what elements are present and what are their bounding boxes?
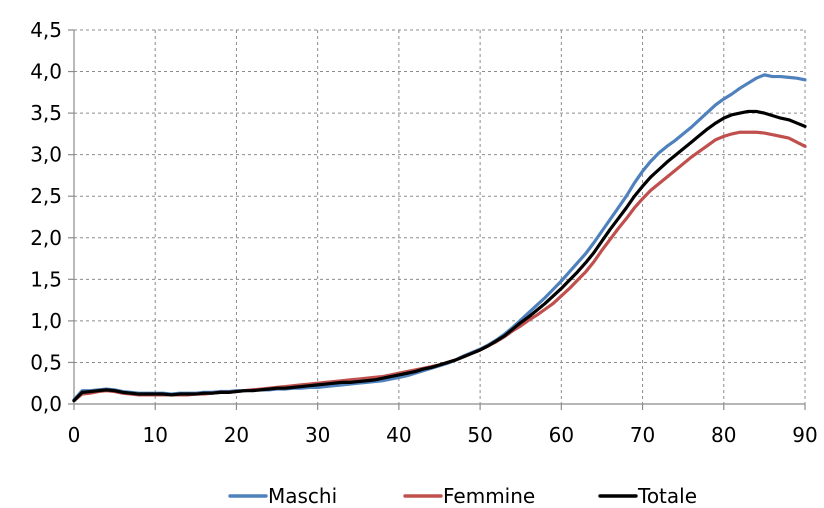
y-tick-label: 2,5 xyxy=(30,184,62,208)
x-tick-label: 60 xyxy=(549,423,574,447)
x-tick-label: 0 xyxy=(68,423,81,447)
x-tick-label: 30 xyxy=(305,423,330,447)
series-lines xyxy=(72,73,807,403)
legend: Maschi Femmine Totale xyxy=(228,484,697,508)
y-tick-label: 3,0 xyxy=(30,143,62,167)
legend-label-maschi: Maschi xyxy=(268,484,337,508)
x-tick-label: 20 xyxy=(224,423,249,447)
y-tick-label: 1,5 xyxy=(30,267,62,291)
x-tick-label: 40 xyxy=(386,423,411,447)
tick-labels: 0,0 0,5 1,0 1,5 2,0 2,5 3,0 3,5 4,0 4,5 0 10 20 30 40 5… xyxy=(30,18,818,447)
x-tick-label: 90 xyxy=(792,423,817,447)
x-tick-label: 80 xyxy=(711,423,736,447)
legend-label-totale: Totale xyxy=(637,484,697,508)
gridlines xyxy=(74,29,806,404)
y-tick-label: 4,0 xyxy=(30,60,62,84)
y-tick-label: 4,5 xyxy=(30,18,62,42)
legend-label-femmine: Femmine xyxy=(443,484,535,508)
x-tick-label: 50 xyxy=(467,423,492,447)
series-line-totale xyxy=(72,109,807,403)
axes xyxy=(68,29,806,410)
y-tick-label: 1,0 xyxy=(30,309,62,333)
y-tick-label: 3,5 xyxy=(30,101,62,125)
y-tick-label: 2,0 xyxy=(30,226,62,250)
y-tick-label: 0,5 xyxy=(30,350,62,374)
x-tick-label: 70 xyxy=(630,423,655,447)
x-tick-label: 10 xyxy=(142,423,167,447)
series-line-femmine xyxy=(72,130,807,403)
y-tick-label: 0,0 xyxy=(30,392,62,416)
